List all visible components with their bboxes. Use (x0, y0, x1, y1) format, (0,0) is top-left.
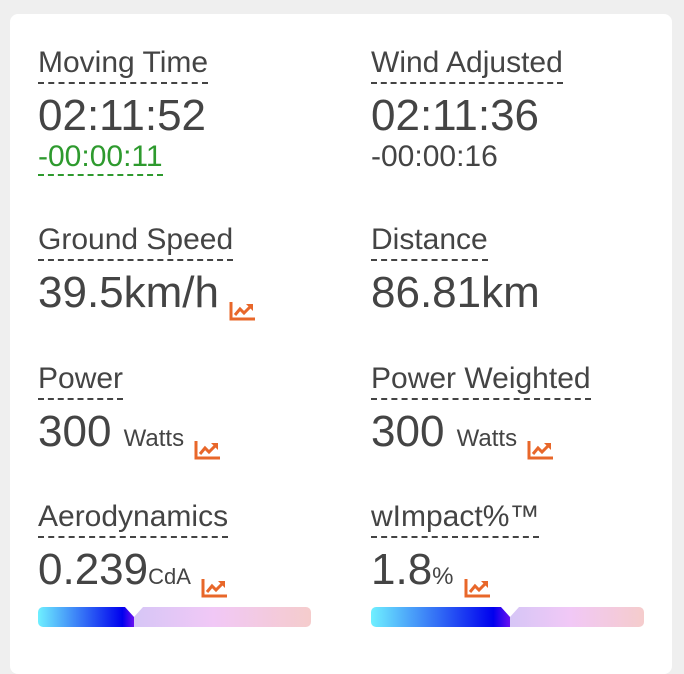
metric-unit: Watts (456, 425, 518, 452)
metric-value: 86.81 (371, 268, 482, 317)
metric-value: 39.5 (38, 268, 124, 317)
gauge-marker (501, 607, 520, 617)
gauge-fill (371, 607, 511, 627)
chart-line-icon[interactable] (201, 561, 229, 598)
metric-value: 0.239 (38, 545, 149, 594)
metric-unit: % (432, 563, 454, 590)
metric-label[interactable]: Power (38, 362, 124, 400)
metric-label[interactable]: Wind Adjusted (371, 46, 563, 84)
metric-label[interactable]: Power Weighted (371, 362, 591, 400)
metrics-card: Moving Time 02:11:52 -00:00:11 Wind Adju… (10, 14, 672, 674)
metric-unit: km (481, 268, 540, 317)
metric-label[interactable]: Aerodynamics (38, 500, 229, 538)
gauge-track (133, 607, 311, 627)
metric-value: 02:11:36 (371, 91, 540, 140)
metric-aerodynamics: Aerodynamics 0.239CdA (38, 500, 338, 627)
gauge-fill (38, 607, 134, 627)
metric-label[interactable]: Ground Speed (38, 223, 234, 261)
metric-distance: Distance 86.81km (371, 223, 671, 317)
metric-unit: km/h (123, 268, 219, 317)
gauge-marker (124, 607, 143, 617)
metric-label[interactable]: Distance (371, 223, 488, 261)
wimpact-gauge (371, 607, 644, 627)
metric-delta[interactable]: -00:00:11 (38, 140, 163, 176)
metric-ground-speed: Ground Speed 39.5km/h (38, 223, 338, 321)
metric-value: 300 (38, 407, 112, 456)
metric-unit: Watts (123, 425, 185, 452)
metric-power: Power 300 Watts (38, 362, 338, 463)
chart-line-icon[interactable] (229, 284, 257, 321)
metric-label[interactable]: Moving Time (38, 46, 209, 84)
aerodynamics-gauge (38, 607, 311, 627)
metric-wimpact: wImpact%™ 1.8% (371, 500, 671, 627)
metric-wind-adjusted: Wind Adjusted 02:11:36 -00:00:16 (371, 46, 671, 174)
metric-delta: -00:00:16 (371, 140, 498, 173)
metric-moving-time: Moving Time 02:11:52 -00:00:11 (38, 46, 338, 176)
metric-unit: CdA (148, 564, 191, 589)
chart-line-icon[interactable] (464, 561, 492, 598)
metric-value: 1.8 (371, 545, 433, 594)
chart-line-icon[interactable] (527, 423, 555, 460)
gauge-track (510, 607, 644, 627)
metric-value: 300 (371, 407, 445, 456)
metric-power-weighted: Power Weighted 300 Watts (371, 362, 671, 463)
chart-line-icon[interactable] (194, 423, 222, 460)
metric-label[interactable]: wImpact%™ (371, 500, 540, 538)
metric-value: 02:11:52 (38, 91, 207, 140)
